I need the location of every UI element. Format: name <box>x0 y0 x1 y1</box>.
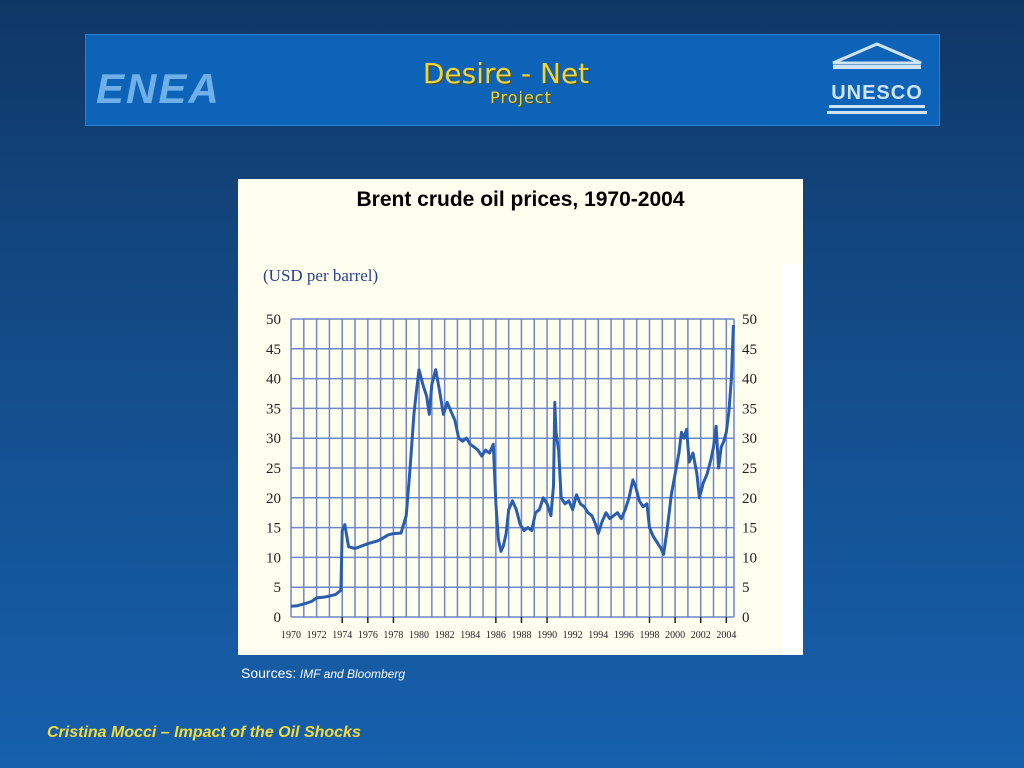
x-tick-label: 1982 <box>435 630 455 641</box>
sources-label: Sources: <box>241 665 296 681</box>
x-tick-label: 1992 <box>563 630 583 641</box>
chart-body: (USD per barrel) 0 0 5 5 10 10 15 15 20 20 25 25 30 3… <box>238 264 781 655</box>
y-tick-label-right: 30 <box>742 431 757 447</box>
y-tick-label-left: 20 <box>266 491 281 507</box>
project-title: Desire - Net Project <box>386 59 626 107</box>
x-tick-label: 1996 <box>614 630 634 641</box>
y-tick-label-right: 10 <box>742 550 757 566</box>
line-chart: 0 0 5 5 10 10 15 15 20 20 25 25 30 30 35 35 40 40 45 45 50 50… <box>238 264 781 655</box>
chart-card: Brent crude oil prices, 1970-2004 (USD p… <box>238 179 803 655</box>
y-tick-label-left: 15 <box>266 521 281 537</box>
y-tick-label-left: 50 <box>266 312 281 328</box>
y-tick-label-left: 40 <box>266 372 281 388</box>
unesco-logo: UNESCO <box>825 41 929 121</box>
x-tick-label: 1984 <box>460 630 480 641</box>
enea-logo: ENEA <box>96 65 221 113</box>
footer-author: Cristina Mocci – Impact of the Oil Shock… <box>47 724 361 742</box>
x-tick-label: 1994 <box>588 630 608 641</box>
x-tick-label: 1980 <box>409 630 429 641</box>
x-tick-label: 1988 <box>511 630 531 641</box>
unesco-logo-text: UNESCO <box>831 82 923 104</box>
y-tick-label-left: 30 <box>266 431 281 447</box>
header-banner: ENEA Desire - Net Project UNESCO <box>85 34 940 126</box>
x-tick-label: 1974 <box>332 630 352 641</box>
chart-title-area: Brent crude oil prices, 1970-2004 <box>238 179 803 264</box>
price-line <box>291 325 733 606</box>
y-tick-label-right: 15 <box>742 521 757 537</box>
x-tick-label: 2002 <box>691 630 711 641</box>
x-tick-label: 1990 <box>537 630 557 641</box>
x-tick-label: 1976 <box>358 630 378 641</box>
project-title-line1: Desire - Net <box>386 59 626 89</box>
y-tick-label-left: 45 <box>266 342 281 358</box>
chart-title: Brent crude oil prices, 1970-2004 <box>238 188 803 212</box>
x-tick-label: 2004 <box>716 630 736 641</box>
y-tick-label-right: 20 <box>742 491 757 507</box>
y-tick-label-right: 5 <box>742 580 750 596</box>
y-tick-label-right: 35 <box>742 401 757 417</box>
y-tick-label-left: 35 <box>266 401 281 417</box>
y-tick-label-left: 5 <box>274 580 282 596</box>
x-tick-label: 1972 <box>307 630 327 641</box>
x-tick-label: 2000 <box>665 630 685 641</box>
x-tick-label: 1986 <box>486 630 506 641</box>
project-title-line2: Project <box>416 89 626 107</box>
y-tick-label-right: 40 <box>742 372 757 388</box>
x-tick-label: 1998 <box>639 630 659 641</box>
y-tick-label-left: 10 <box>266 550 281 566</box>
x-tick-label: 1970 <box>281 630 301 641</box>
y-tick-label-right: 50 <box>742 312 757 328</box>
y-tick-label-left: 0 <box>274 610 282 626</box>
y-tick-label-right: 0 <box>742 610 750 626</box>
x-tick-label: 1978 <box>383 630 403 641</box>
y-tick-label-right: 25 <box>742 461 757 477</box>
sources-text: IMF and Bloomberg <box>300 667 405 681</box>
sources-note: Sources: IMF and Bloomberg <box>241 665 405 681</box>
y-tick-label-right: 45 <box>742 342 757 358</box>
y-tick-label-left: 25 <box>266 461 281 477</box>
